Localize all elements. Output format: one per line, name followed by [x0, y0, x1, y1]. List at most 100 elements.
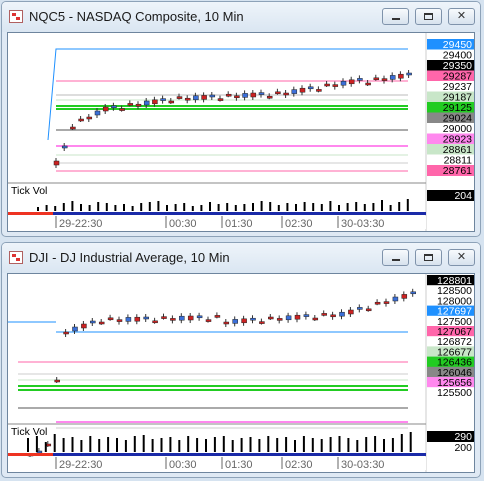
candle-body — [259, 321, 265, 324]
candle-body — [116, 319, 123, 322]
close-icon: ✕ — [456, 251, 467, 263]
time-label: 30-03:30 — [341, 459, 384, 471]
price-label-box — [427, 133, 474, 145]
candle-body — [134, 316, 141, 322]
title-bar[interactable]: DJI - DJ Industrial Average, 10 Min ✕ — [2, 243, 480, 273]
candle-body — [250, 92, 257, 98]
candle-body — [176, 96, 183, 99]
candle-body — [312, 317, 319, 321]
candle-body — [179, 315, 185, 321]
candle-body — [187, 315, 194, 321]
candle-body — [373, 77, 380, 81]
candle-body — [357, 307, 363, 310]
candle-body — [299, 87, 306, 93]
time-label: 30-03:30 — [341, 218, 384, 230]
price-chart[interactable]: 1288011285001280001276971275001270671268… — [8, 274, 474, 472]
candle-body — [225, 93, 232, 97]
time-label: 02:30 — [285, 218, 313, 230]
candle-body — [205, 319, 212, 322]
price-label-box — [427, 49, 474, 61]
price-label: 29237 — [443, 81, 472, 93]
price-label: 28761 — [443, 165, 472, 177]
candle-body — [90, 320, 96, 324]
candle-body — [316, 89, 322, 92]
chart-app-icon — [9, 10, 23, 23]
plot-background — [8, 33, 474, 231]
price-chart[interactable]: 2945029400293502928729237291872912529024… — [8, 33, 474, 231]
time-label: 00:30 — [169, 459, 197, 471]
session-strip-red — [8, 453, 53, 456]
price-label-box — [427, 356, 474, 368]
price-label: 126046 — [437, 367, 472, 379]
chart-area[interactable]: 29450 29400 29350 29287 29237 29187 29125 29024… — [7, 32, 475, 232]
price-label: 29400 — [443, 50, 472, 62]
candle-body — [383, 301, 390, 304]
candle-body — [365, 82, 371, 86]
candle-body — [357, 78, 363, 81]
candle-body — [143, 316, 149, 320]
maximize-button[interactable] — [415, 8, 442, 25]
price-label: 126677 — [437, 346, 472, 358]
candle-body — [196, 315, 203, 319]
candle-body — [98, 321, 105, 325]
volume-value: 204 — [454, 190, 472, 202]
window-title: DJI - DJ Industrial Average, 10 Min — [29, 250, 230, 265]
minimize-icon — [392, 259, 400, 261]
price-label: 29287 — [443, 71, 472, 83]
price-label: 125500 — [437, 387, 472, 399]
time-label: 02:30 — [285, 459, 313, 471]
candle-body — [161, 316, 167, 319]
price-label: 28811 — [444, 155, 473, 167]
candle-body — [127, 103, 134, 106]
volume-value-box — [427, 190, 474, 201]
candle-body — [321, 313, 327, 316]
price-label-box — [427, 39, 474, 50]
candle-body — [307, 86, 314, 90]
price-label: 29000 — [443, 123, 472, 135]
price-label: 29024 — [443, 113, 472, 125]
candle-body — [86, 116, 93, 120]
price-label-box — [427, 336, 474, 348]
price-label-box — [427, 346, 474, 358]
chart-area[interactable]: 128801 128500 128000 127697 127500 127067 1268… — [7, 273, 475, 473]
candle-body — [275, 91, 281, 95]
price-label: 127697 — [437, 306, 472, 318]
candle-body — [389, 75, 396, 80]
candle-body — [61, 145, 68, 149]
candle-body — [285, 315, 292, 321]
minimize-icon — [392, 18, 400, 20]
volume-label: Tick Vol — [11, 426, 47, 438]
candle-body — [72, 326, 78, 332]
candle-body — [214, 315, 221, 318]
candle-body — [111, 105, 117, 109]
candle-body — [170, 318, 176, 321]
candle-body — [258, 92, 265, 95]
minimize-button[interactable] — [382, 8, 409, 25]
price-label-box — [427, 377, 474, 388]
title-bar[interactable]: NQC5 - NASDAQ Composite, 10 Min ✕ — [2, 2, 480, 32]
session-strip-red — [8, 212, 53, 215]
close-button[interactable]: ✕ — [448, 8, 475, 25]
candle-body — [283, 92, 289, 96]
candle-body — [135, 103, 142, 107]
close-button[interactable]: ✕ — [448, 249, 475, 266]
time-axis — [8, 216, 426, 229]
session-strip-blue — [53, 212, 426, 215]
candle-body — [339, 311, 345, 317]
minimize-button[interactable] — [382, 249, 409, 266]
candle-body — [152, 320, 158, 324]
candle-body — [332, 84, 339, 87]
price-label-box — [427, 60, 474, 71]
maximize-button[interactable] — [415, 249, 442, 266]
price-label-box — [427, 366, 474, 378]
maximize-icon — [424, 254, 433, 261]
candle-body — [410, 291, 416, 295]
candle-body — [152, 99, 158, 105]
price-label: 128500 — [437, 285, 472, 297]
price-label: 128801 — [437, 275, 472, 287]
candle-body — [266, 95, 273, 99]
price-label-box — [427, 123, 474, 134]
candle-body — [330, 314, 336, 318]
candle-body — [324, 83, 330, 87]
price-label-box — [427, 70, 474, 82]
